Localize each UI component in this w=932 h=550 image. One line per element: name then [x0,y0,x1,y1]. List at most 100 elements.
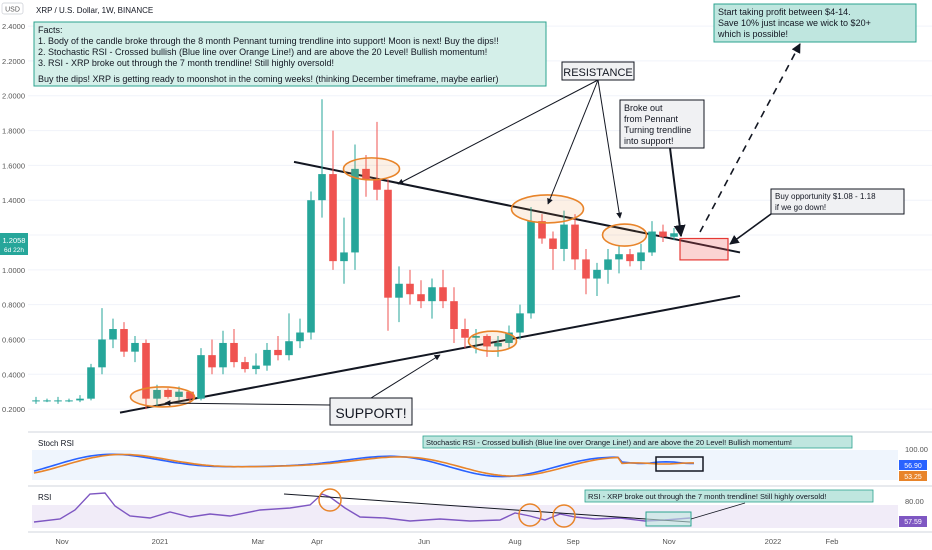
profit-line-0: Start taking profit between $4-14. [718,7,851,17]
time-axis-label: Feb [826,537,839,546]
time-axis-label: Nov [662,537,676,546]
buy-zone-arrow [729,213,772,245]
price-tick-label: 1.6000 [2,161,25,170]
time-axis-label: Jun [418,537,430,546]
resistance-arrow-1 [397,79,599,185]
facts-line-3: 3. RSI - XRP broke out through the 7 mon… [38,58,334,68]
candle-body [307,200,315,333]
price-tick-label: 2.4000 [2,22,25,31]
candle-body [637,252,645,262]
candle-body [549,238,557,249]
candle-body [252,365,260,370]
resistance-label: RESISTANCE [561,61,635,81]
moonshot-projection [699,43,801,233]
time-axis[interactable]: Nov 2021 Mar Apr Jun Aug Sep Nov 2022 Feb [28,531,932,546]
price-tick-label: 2.2000 [2,57,25,66]
facts-line-2: 2. Stochastic RSI - Crossed bullish (Blu… [38,47,487,57]
breakout-line-2: Turning trendline [624,125,691,135]
candle-body [472,335,480,338]
support-touch-ellipse-2 [467,330,518,353]
candle-body [274,349,282,356]
annotations [129,43,801,408]
breakout-line-0: Broke out [624,103,663,113]
rsi-panel: RSI RSI - XRP broke out through the 7 mo… [28,485,932,528]
resistance-arrow-2 [547,79,599,205]
rsi-value: 57.59 [904,519,922,526]
stoch-d-tag [899,471,927,481]
candle-body [417,294,425,302]
price-tick-label: 0.6000 [2,335,25,344]
price-tick-label: 2.0000 [2,92,25,101]
candle-body [285,341,293,356]
stoch-rsi-title: Stoch RSI [38,439,74,448]
time-axis-label: Mar [252,537,265,546]
candle-body [582,259,590,279]
breakout-box: Broke out from Pennant Turning trendline… [619,99,705,149]
buy-zone-rect [679,237,729,261]
time-axis-label: Nov [55,537,69,546]
candle-body [615,254,623,260]
resistance-touch-ellipse-2 [510,194,585,224]
support-text: SUPPORT! [335,405,406,421]
candle-body [164,389,172,397]
price-tick-label: 0.8000 [2,301,25,310]
profit-line-2: which is possible! [717,29,788,39]
rsi-touch-circle-1 [318,488,342,512]
candle-body [296,332,304,342]
candle-body [131,342,139,352]
candle-body [494,342,502,347]
facts-line-5: Buy the dips! XRP is getting ready to mo… [38,74,499,84]
candle-body [197,355,205,399]
support-label: SUPPORT! [329,397,413,426]
support-touch-ellipse-1 [129,386,196,408]
time-axis-label: Sep [566,537,579,546]
candle-body [593,269,601,279]
rsi-axis-top: 80.00 [905,497,924,506]
candle-body [527,221,535,314]
candle-body [538,221,546,239]
profit-line-1: Save 10% just incase we wick to $20+ [718,18,871,28]
stoch-d-value: 53.25 [904,474,922,481]
candle-body [98,339,106,368]
candle-body [461,329,469,338]
candle-body [428,287,436,302]
candle-body [351,168,359,253]
facts-line-1: 1. Body of the candle broke through the … [38,36,499,46]
candle-body [439,287,447,302]
candle-body [219,342,227,368]
candle-body [54,400,62,402]
candle-body [142,342,150,399]
current-price-tag: 1.2058 6d 22h [0,233,28,255]
price-axis[interactable]: 2.4000 2.2000 2.0000 1.8000 1.6000 1.4000 1.20… [0,0,28,430]
rsi-line [33,492,691,523]
candle-body [626,254,634,262]
buy-line-0: Buy opportunity $1.08 - 1.18 [775,192,876,201]
candle-body [373,179,381,190]
candle-body [505,332,513,343]
candle-body [120,329,128,352]
candle-body [175,391,183,397]
stoch-rsi-panel: Stoch RSI Stochastic RSI - Crossed bulli… [28,431,932,481]
candle-body [450,301,458,330]
rsi-breakout-box [645,511,692,527]
candle-body [230,342,238,363]
price-tick-label: 1.8000 [2,127,25,136]
buy-opportunity-box: Buy opportunity $1.08 - 1.18 if we go do… [770,188,905,215]
facts-box: Facts: 1. Body of the candle broke throu… [33,21,547,87]
stoch-k-line [33,453,694,478]
candle-body [571,224,579,260]
time-axis-label: Aug [508,537,521,546]
stoch-k-value: 56.90 [904,463,922,470]
candle-body [153,389,161,399]
stoch-axis-top: 100.00 [905,445,928,454]
support-arrow-1 [370,354,441,399]
usd-badge-label: USD [5,7,20,14]
facts-line-0: Facts: [38,25,63,35]
stoch-k-tag [899,460,927,470]
candle-body [340,252,348,262]
candle-body [208,355,216,368]
buy-line-1: if we go down! [775,203,826,212]
candle-body [670,233,678,237]
usd-badge[interactable] [1,2,24,15]
